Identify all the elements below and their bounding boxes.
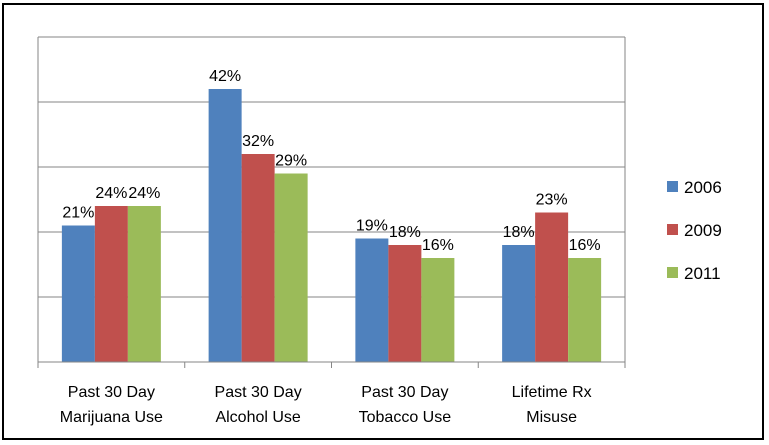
x-tick-label: Marijuana Use bbox=[60, 409, 163, 426]
legend-label: 2011 bbox=[684, 264, 721, 283]
bar-2011-2 bbox=[421, 258, 455, 362]
axes: Past 30 Day Marijuana Use Past 30 Day Alcoh… bbox=[37, 36, 626, 426]
bar-2009-2 bbox=[388, 245, 422, 362]
legend-label: 2006 bbox=[684, 178, 722, 197]
bar-2009-1 bbox=[241, 154, 275, 362]
data-label: 19% bbox=[356, 218, 388, 235]
legend-swatch-2009 bbox=[667, 224, 678, 235]
bar-2006-1 bbox=[208, 89, 242, 362]
x-tick-label: Past 30 Day bbox=[68, 384, 155, 401]
data-label: 42% bbox=[209, 68, 241, 85]
bar-2011-1 bbox=[274, 173, 308, 362]
data-label: 23% bbox=[536, 192, 568, 209]
legend-swatch-2011 bbox=[667, 267, 678, 278]
data-label: 18% bbox=[503, 224, 535, 241]
x-tick-label: Lifetime Rx bbox=[512, 384, 592, 401]
bar-2011-0 bbox=[127, 206, 161, 362]
legend: 2006 2009 2011 bbox=[667, 178, 722, 283]
data-label: 24% bbox=[95, 185, 127, 202]
data-label: 16% bbox=[569, 237, 601, 254]
legend-swatch-2006 bbox=[667, 181, 678, 192]
data-label: 16% bbox=[422, 237, 454, 254]
x-tick-label: Misuse bbox=[526, 409, 577, 426]
x-tick-label: Past 30 Day bbox=[361, 384, 448, 401]
legend-label: 2009 bbox=[684, 221, 722, 240]
bar-2006-3 bbox=[502, 245, 536, 362]
bars bbox=[61, 89, 602, 362]
data-labels: 21%24% 24%42%32%29%19% 18%16%18%23%16% bbox=[62, 68, 600, 254]
bar-2011-3 bbox=[568, 258, 602, 362]
bar-2006-0 bbox=[61, 225, 95, 362]
x-tick-label: Tobacco Use bbox=[359, 409, 452, 426]
data-label: 32% bbox=[242, 133, 274, 150]
bar-2009-3 bbox=[535, 212, 569, 362]
data-label: 21% bbox=[62, 205, 94, 222]
x-tick-label: Alcohol Use bbox=[215, 409, 300, 426]
x-tick-label: Past 30 Day bbox=[215, 384, 302, 401]
data-label: 24% bbox=[128, 185, 160, 202]
bar-2006-2 bbox=[355, 238, 389, 362]
data-label: 18% bbox=[389, 224, 421, 241]
data-label: 29% bbox=[275, 153, 307, 170]
bar-2009-0 bbox=[94, 206, 128, 362]
